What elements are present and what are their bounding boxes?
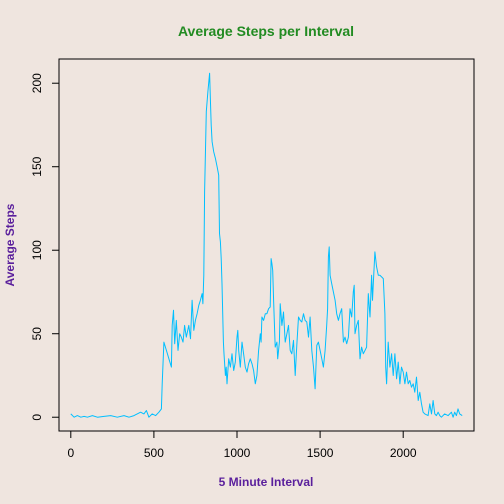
chart-title: Average Steps per Interval <box>178 23 354 39</box>
y-tick-label: 150 <box>30 156 44 176</box>
y-tick-label: 50 <box>30 327 44 341</box>
y-tick-label: 100 <box>30 240 44 260</box>
y-axis: 0 50 100 150 200 <box>30 73 60 421</box>
x-axis-title: 5 Minute Interval <box>219 475 314 489</box>
plot-frame <box>58 58 475 432</box>
x-axis: 0 500 1000 1500 2000 <box>67 430 417 460</box>
x-tick-label: 2000 <box>390 446 417 460</box>
x-tick-label: 1500 <box>307 446 334 460</box>
x-tick-label: 0 <box>67 446 74 460</box>
series-line <box>70 72 463 418</box>
y-axis-title: Average Steps <box>3 203 17 286</box>
x-tick-label: 1000 <box>224 446 251 460</box>
y-tick-label: 0 <box>30 414 44 421</box>
x-tick-label: 500 <box>144 446 164 460</box>
y-tick-label: 200 <box>30 73 44 93</box>
